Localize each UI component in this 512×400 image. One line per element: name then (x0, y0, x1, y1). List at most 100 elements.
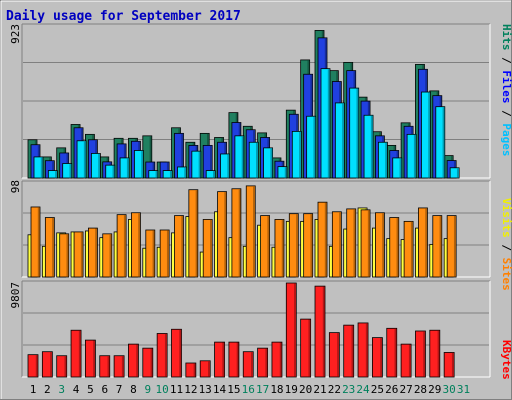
bar-pages-day-10 (162, 170, 173, 179)
bar-shade (69, 163, 72, 178)
bar-shade (456, 168, 459, 178)
bar-shade (184, 167, 187, 178)
bar-sites-day-4 (73, 231, 84, 278)
bar-pages-day-29 (435, 106, 446, 179)
bar-shade (437, 330, 440, 377)
bar-sites-day-10 (159, 229, 170, 278)
bar-pages-day-17 (263, 147, 274, 179)
bar-shade (138, 213, 141, 277)
x-axis-day-labels: 1 2 3 4 5 6 7 8 9 10 11 12 13 14 15 16 17 18 19 20 21 22 23 24 2… (30, 383, 470, 396)
bar-shade (423, 331, 426, 377)
bar-shade (394, 328, 397, 377)
bar-shade (83, 141, 86, 178)
day-label-2: 2 (44, 383, 51, 396)
bar-sites-day-22 (331, 211, 342, 278)
bar-shade (208, 361, 210, 377)
bar-shade (107, 356, 110, 377)
bar-kbytes-day-3 (56, 355, 68, 378)
bar-shade (310, 214, 313, 277)
bar-sites-day-20 (303, 213, 314, 278)
bar-shade (294, 283, 296, 377)
bar-shade (241, 136, 244, 178)
bar-kbytes-day-15 (228, 341, 240, 378)
bar-kbytes-day-18 (271, 341, 283, 378)
bar-shade (322, 286, 325, 377)
panel-pages-files-hits (21, 23, 491, 179)
bar-sites-day-21 (317, 201, 328, 278)
legend-text: Hits / Files / Pages (500, 24, 512, 157)
bar-shade (279, 342, 282, 377)
bar-shade (181, 216, 184, 277)
bar-kbytes-day-16 (242, 351, 254, 378)
bar-shade (267, 216, 270, 277)
bar-shade (327, 69, 330, 178)
bar-kbytes-day-23 (343, 324, 355, 378)
bar-pages-day-15 (234, 135, 245, 179)
bar-kbytes-day-2 (41, 351, 53, 378)
bar-shade (370, 115, 373, 178)
bar-kbytes-day-26 (386, 327, 398, 378)
day-label-21: 21 (313, 383, 326, 396)
bar-pages-day-14 (220, 153, 230, 179)
bar-kbytes-day-11 (171, 328, 182, 378)
bar-pages-day-1 (33, 156, 44, 179)
bar-shade (149, 136, 152, 178)
bar-shade (353, 209, 356, 277)
bar-sites-day-19 (288, 213, 299, 278)
chart-title: Daily usage for September 2017 (6, 9, 241, 24)
bar-pages-day-6 (105, 164, 116, 179)
bar-kbytes-day-19 (285, 282, 297, 378)
bar-sites-day-5 (88, 227, 98, 278)
bar-sites-day-1 (30, 206, 41, 278)
day-label-11: 11 (170, 383, 183, 396)
day-label-25: 25 (371, 383, 384, 396)
bar-sites-day-15 (231, 188, 242, 278)
bar-pages-day-18 (277, 166, 288, 179)
bar-sites-day-3 (59, 233, 70, 278)
bar-pages-day-23 (349, 87, 360, 179)
legend-separator: / (500, 238, 512, 258)
bar-shade (193, 363, 196, 377)
bar-shade (222, 342, 225, 377)
bar-shade (93, 340, 95, 377)
bar-pages-day-21 (320, 68, 331, 179)
bar-sites-day-30 (446, 215, 457, 278)
day-label-26: 26 (385, 383, 398, 396)
day-label-18: 18 (270, 383, 283, 396)
bar-shade (281, 219, 284, 277)
bar-kbytes-day-27 (400, 343, 412, 378)
day-label-16: 16 (242, 383, 255, 396)
bar-shade (296, 214, 298, 277)
bar-kbytes-day-13 (199, 360, 211, 378)
legend-sites-visits: Visits / Sites (500, 198, 512, 291)
bar-pages-day-22 (334, 102, 345, 179)
legend-separator: / (500, 51, 512, 71)
legend-item-hits: Hits (500, 24, 512, 51)
bar-kbytes-day-10 (156, 333, 168, 378)
bar-shade (109, 234, 112, 277)
legend-item-visits: Visits (500, 198, 512, 238)
bar-shade (439, 216, 442, 277)
day-label-6: 6 (101, 383, 108, 396)
bar-shade (78, 330, 81, 377)
sites-y-max-label: 98 (9, 180, 22, 193)
bar-pages-day-13 (205, 170, 216, 179)
day-label-31: 31 (457, 383, 470, 396)
bar-pages-day-4 (76, 140, 87, 179)
bar-pages-day-27 (406, 133, 417, 179)
bar-shade (213, 170, 215, 178)
bar-sites-day-2 (44, 217, 55, 278)
bar-kbytes-day-29 (429, 329, 441, 378)
legend-text: Visits / Sites (500, 198, 512, 291)
bar-shade (442, 107, 445, 178)
bar-sites-day-6 (102, 233, 113, 278)
bar-sites-day-8 (131, 212, 141, 278)
bar-shade (179, 329, 182, 377)
day-label-19: 19 (285, 383, 298, 396)
bar-pages-day-26 (392, 157, 403, 179)
bar-kbytes-day-9 (142, 347, 154, 378)
bar-shade (342, 103, 344, 178)
bar-sites-day-26 (389, 217, 400, 278)
bar-shade (210, 145, 212, 178)
